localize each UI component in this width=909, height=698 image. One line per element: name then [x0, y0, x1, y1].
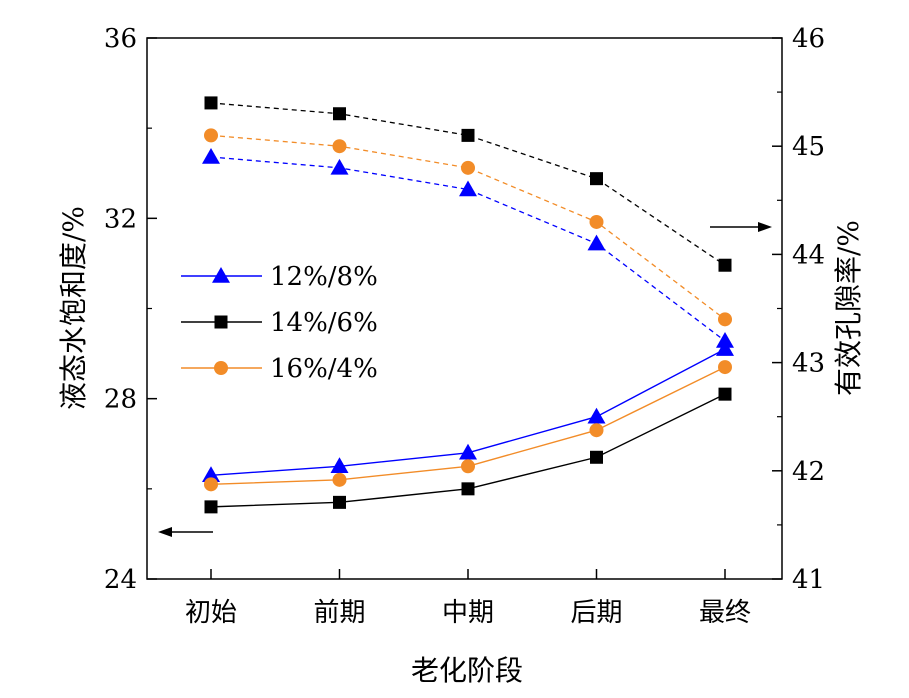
porosity-point — [332, 139, 347, 154]
porosity-point — [590, 172, 603, 186]
x-tick-label: 后期 — [570, 598, 622, 628]
porosity-point — [333, 107, 346, 121]
series-layer — [202, 96, 734, 514]
axis-arrows — [158, 222, 772, 537]
saturation-point — [590, 450, 603, 464]
legend-marker — [212, 267, 230, 283]
porosity-point — [718, 258, 732, 272]
porosity-point — [587, 234, 606, 251]
porosity-point — [459, 180, 477, 197]
right-tick-label: 44 — [792, 240, 825, 270]
porosity-point — [716, 331, 734, 348]
saturation-point — [202, 466, 220, 483]
saturation-point — [587, 407, 606, 424]
x-tick-label: 初始 — [185, 598, 237, 628]
saturation-point — [204, 477, 218, 492]
legend: 12%/8% 14%/6% 16%/4% — [181, 262, 378, 384]
right-tick-label: 41 — [792, 565, 825, 595]
x-tick-label: 前期 — [313, 598, 365, 628]
right-y-axis-title: 有效孔隙率/% — [832, 220, 865, 396]
porosity-point — [589, 214, 604, 229]
legend-item: 14%/6% — [181, 308, 378, 338]
left-tick-label: 36 — [104, 24, 137, 54]
legend-label: 16%/4% — [270, 354, 378, 384]
porosity-point — [330, 158, 349, 175]
left-tick-label: 28 — [104, 385, 137, 415]
legend-marker — [214, 361, 228, 375]
left-axis-arrow-head — [158, 527, 172, 537]
saturation-point — [461, 482, 475, 496]
porosity-line — [210, 156, 726, 342]
right-y-axis: 41 42 43 44 45 46 — [772, 24, 825, 595]
saturation-point — [716, 340, 734, 356]
right-tick-label: 42 — [792, 457, 825, 487]
porosity-point — [461, 128, 475, 142]
legend-label: 12%/8% — [270, 262, 378, 292]
left-tick-label: 24 — [104, 565, 137, 595]
legend-item: 16%/4% — [181, 354, 378, 384]
saturation-point — [330, 457, 349, 474]
left-y-axis: 24 28 32 36 — [104, 24, 157, 595]
plot-border — [146, 37, 783, 580]
series-1 — [202, 148, 734, 483]
right-tick-label: 43 — [792, 349, 825, 379]
saturation-point — [589, 423, 604, 438]
saturation-point — [204, 500, 218, 514]
series-3 — [204, 128, 732, 492]
saturation-point — [718, 387, 732, 401]
x-axis-title: 老化阶段 — [411, 654, 523, 687]
left-y-axis-title: 液态水饱和度/% — [57, 206, 90, 410]
saturation-point — [461, 459, 475, 474]
plot-frame — [146, 37, 783, 580]
left-tick-label: 32 — [104, 204, 137, 234]
porosity-point — [204, 96, 218, 110]
legend-item: 12%/8% — [181, 262, 378, 292]
x-tick-label: 最终 — [699, 598, 751, 628]
legend-label: 14%/6% — [270, 308, 378, 338]
x-tick-label: 中期 — [442, 598, 494, 628]
porosity-line — [210, 134, 726, 320]
porosity-point — [461, 160, 475, 175]
porosity-line — [210, 102, 726, 266]
saturation-point — [718, 360, 732, 375]
saturation-point — [332, 472, 347, 487]
right-tick-label: 46 — [792, 24, 825, 54]
right-axis-arrow-head — [758, 222, 772, 232]
saturation-point — [459, 443, 477, 460]
porosity-point — [718, 312, 732, 327]
saturation-point — [333, 495, 346, 509]
right-tick-label: 45 — [792, 132, 825, 162]
x-axis: 初始 前期 中期 后期 最终 — [185, 569, 751, 628]
series-2 — [204, 96, 732, 514]
porosity-point — [204, 128, 218, 143]
porosity-point — [202, 148, 220, 164]
legend-marker — [214, 315, 228, 329]
